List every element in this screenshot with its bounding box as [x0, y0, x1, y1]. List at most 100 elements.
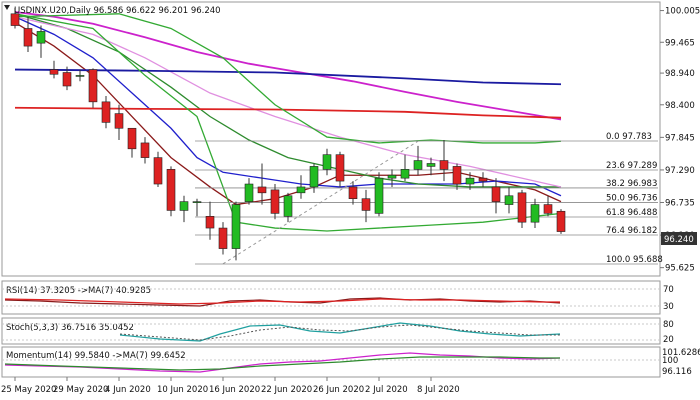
candle-body: [296, 186, 306, 194]
candle-body: [244, 183, 254, 202]
y-tick-label: 98.940: [665, 69, 695, 79]
fib-level-label: 0.0 97.783: [606, 132, 652, 142]
fib-level-label: 38.2 96.983: [606, 179, 657, 189]
current-price-tag: 96.240: [661, 232, 697, 245]
candle-body: [36, 31, 46, 44]
fib-level-label: 50.0 96.736: [606, 193, 657, 203]
candle-body: [478, 177, 488, 182]
candle-body: [23, 28, 33, 47]
candle-body: [413, 160, 423, 170]
candle-body: [348, 186, 358, 199]
candle-body: [322, 154, 332, 170]
rsi-tick-70: 70: [663, 285, 674, 295]
collapse-triangle-icon: [4, 5, 10, 10]
chart-title-group: USDINX.U20,Daily 96.586 96.622 96.201 96…: [4, 5, 221, 16]
momentum-label: Momentum(14) 99.5840 ->MA(7) 99.6452: [6, 351, 186, 361]
candle-body: [335, 154, 345, 182]
stoch-tick-80: 80: [663, 320, 674, 330]
candle-body: [257, 186, 267, 194]
moving-average-line: [14, 13, 562, 232]
y-tick-label: 99.465: [665, 38, 695, 48]
candle-body: [153, 157, 163, 185]
fib-level-label: 100.0 95.688: [606, 255, 663, 265]
candle-body: [374, 177, 384, 214]
candle-body: [556, 210, 566, 232]
moving-average-line: [14, 22, 562, 206]
y-tick-label: 98.400: [665, 101, 695, 111]
x-tick-label: 29 May 2020: [53, 385, 108, 395]
stoch-panel: [1, 317, 661, 345]
y-tick-label: 95.625: [665, 264, 695, 274]
candle-body: [140, 142, 150, 158]
rsi-ma-line: [4, 298, 560, 305]
candle-body: [179, 201, 189, 211]
y-tick-label: 100.005: [665, 7, 700, 17]
candle-body: [127, 127, 137, 150]
candle-body: [218, 227, 228, 249]
moving-average-line: [14, 11, 562, 121]
candle-body: [504, 195, 514, 205]
stoch-tick-20: 20: [663, 335, 674, 345]
candle-body: [439, 160, 449, 170]
moving-average-line: [14, 13, 562, 144]
fib-level-label: 61.8 96.488: [606, 208, 657, 218]
moving-average-line: [14, 106, 562, 119]
candle-body: [270, 189, 280, 214]
candle-body: [49, 69, 59, 75]
moving-average-line: [14, 16, 562, 197]
current-price-label: 96.240: [664, 235, 694, 245]
candle-body: [387, 174, 397, 179]
candle-body: [309, 166, 319, 188]
momentum-ma-line: [4, 356, 560, 371]
candle-body: [361, 198, 371, 211]
candle-body: [88, 69, 98, 103]
momentum-panel: [1, 346, 661, 378]
candle-body: [465, 177, 475, 185]
moving-average-line: [14, 16, 562, 188]
candle-body: [426, 163, 436, 167]
rsi-line: [4, 297, 561, 307]
candle-body: [166, 169, 176, 211]
moving-average-line: [14, 68, 562, 86]
candle-body: [75, 75, 85, 77]
candle-body: [400, 169, 410, 179]
chart-title: USDINX.U20,Daily 96.586 96.622 96.201 96…: [14, 6, 221, 16]
momentum-tick-low: 96.116: [662, 367, 692, 377]
x-tick-label: 22 Jun 2020: [261, 385, 312, 395]
rsi-panel: [1, 280, 661, 315]
momentum-tick-mid: 100: [662, 356, 678, 366]
x-tick-label: 26 Jun 2020: [313, 385, 364, 395]
rsi-tick-30: 30: [663, 302, 674, 312]
fib-level-label: 76.4 96.182: [606, 226, 657, 236]
momentum-line: [4, 352, 561, 373]
stoch-signal-line: [119, 324, 560, 341]
y-tick-label: 97.290: [665, 166, 695, 176]
x-tick-label: 25 May 2020: [1, 385, 56, 395]
candle-body: [114, 113, 124, 129]
fib-level-label: 23.6 97.289: [606, 161, 657, 171]
stoch-label: Stoch(5,3,3) 36.7516 35.0452: [6, 323, 134, 333]
x-tick-label: 4 Jun 2020: [105, 385, 151, 395]
candle-body: [62, 72, 72, 87]
x-tick-label: 2 Jul 2020: [365, 385, 408, 395]
x-tick-label: 10 Jun 2020: [157, 385, 208, 395]
candle-body: [205, 216, 215, 229]
candle-body: [101, 101, 111, 123]
candle-body: [452, 166, 462, 185]
candle-body: [543, 204, 553, 214]
y-tick-label: 97.845: [665, 133, 695, 143]
candle-body: [530, 204, 540, 223]
main-price-panel: [1, 1, 661, 277]
candle-body: [491, 186, 501, 202]
momentum-tick-high: 101.6286: [662, 348, 700, 358]
candle-body: [283, 195, 293, 217]
stoch-indicator: Stoch(5,3,3) 36.7516 35.0452 80 20: [2, 320, 674, 345]
candle-body: [517, 192, 527, 223]
candle-body: [10, 13, 20, 26]
candle-body: [192, 201, 202, 203]
rsi-label: RSI(14) 37.3205 ->MA(7) 40.9285: [6, 286, 151, 296]
momentum-indicator: Momentum(14) 99.5840 ->MA(7) 99.6452 101…: [2, 348, 700, 377]
y-tick-label: 96.735: [665, 199, 695, 209]
rsi-indicator: RSI(14) 37.3205 ->MA(7) 40.9285 70 30: [2, 285, 674, 312]
